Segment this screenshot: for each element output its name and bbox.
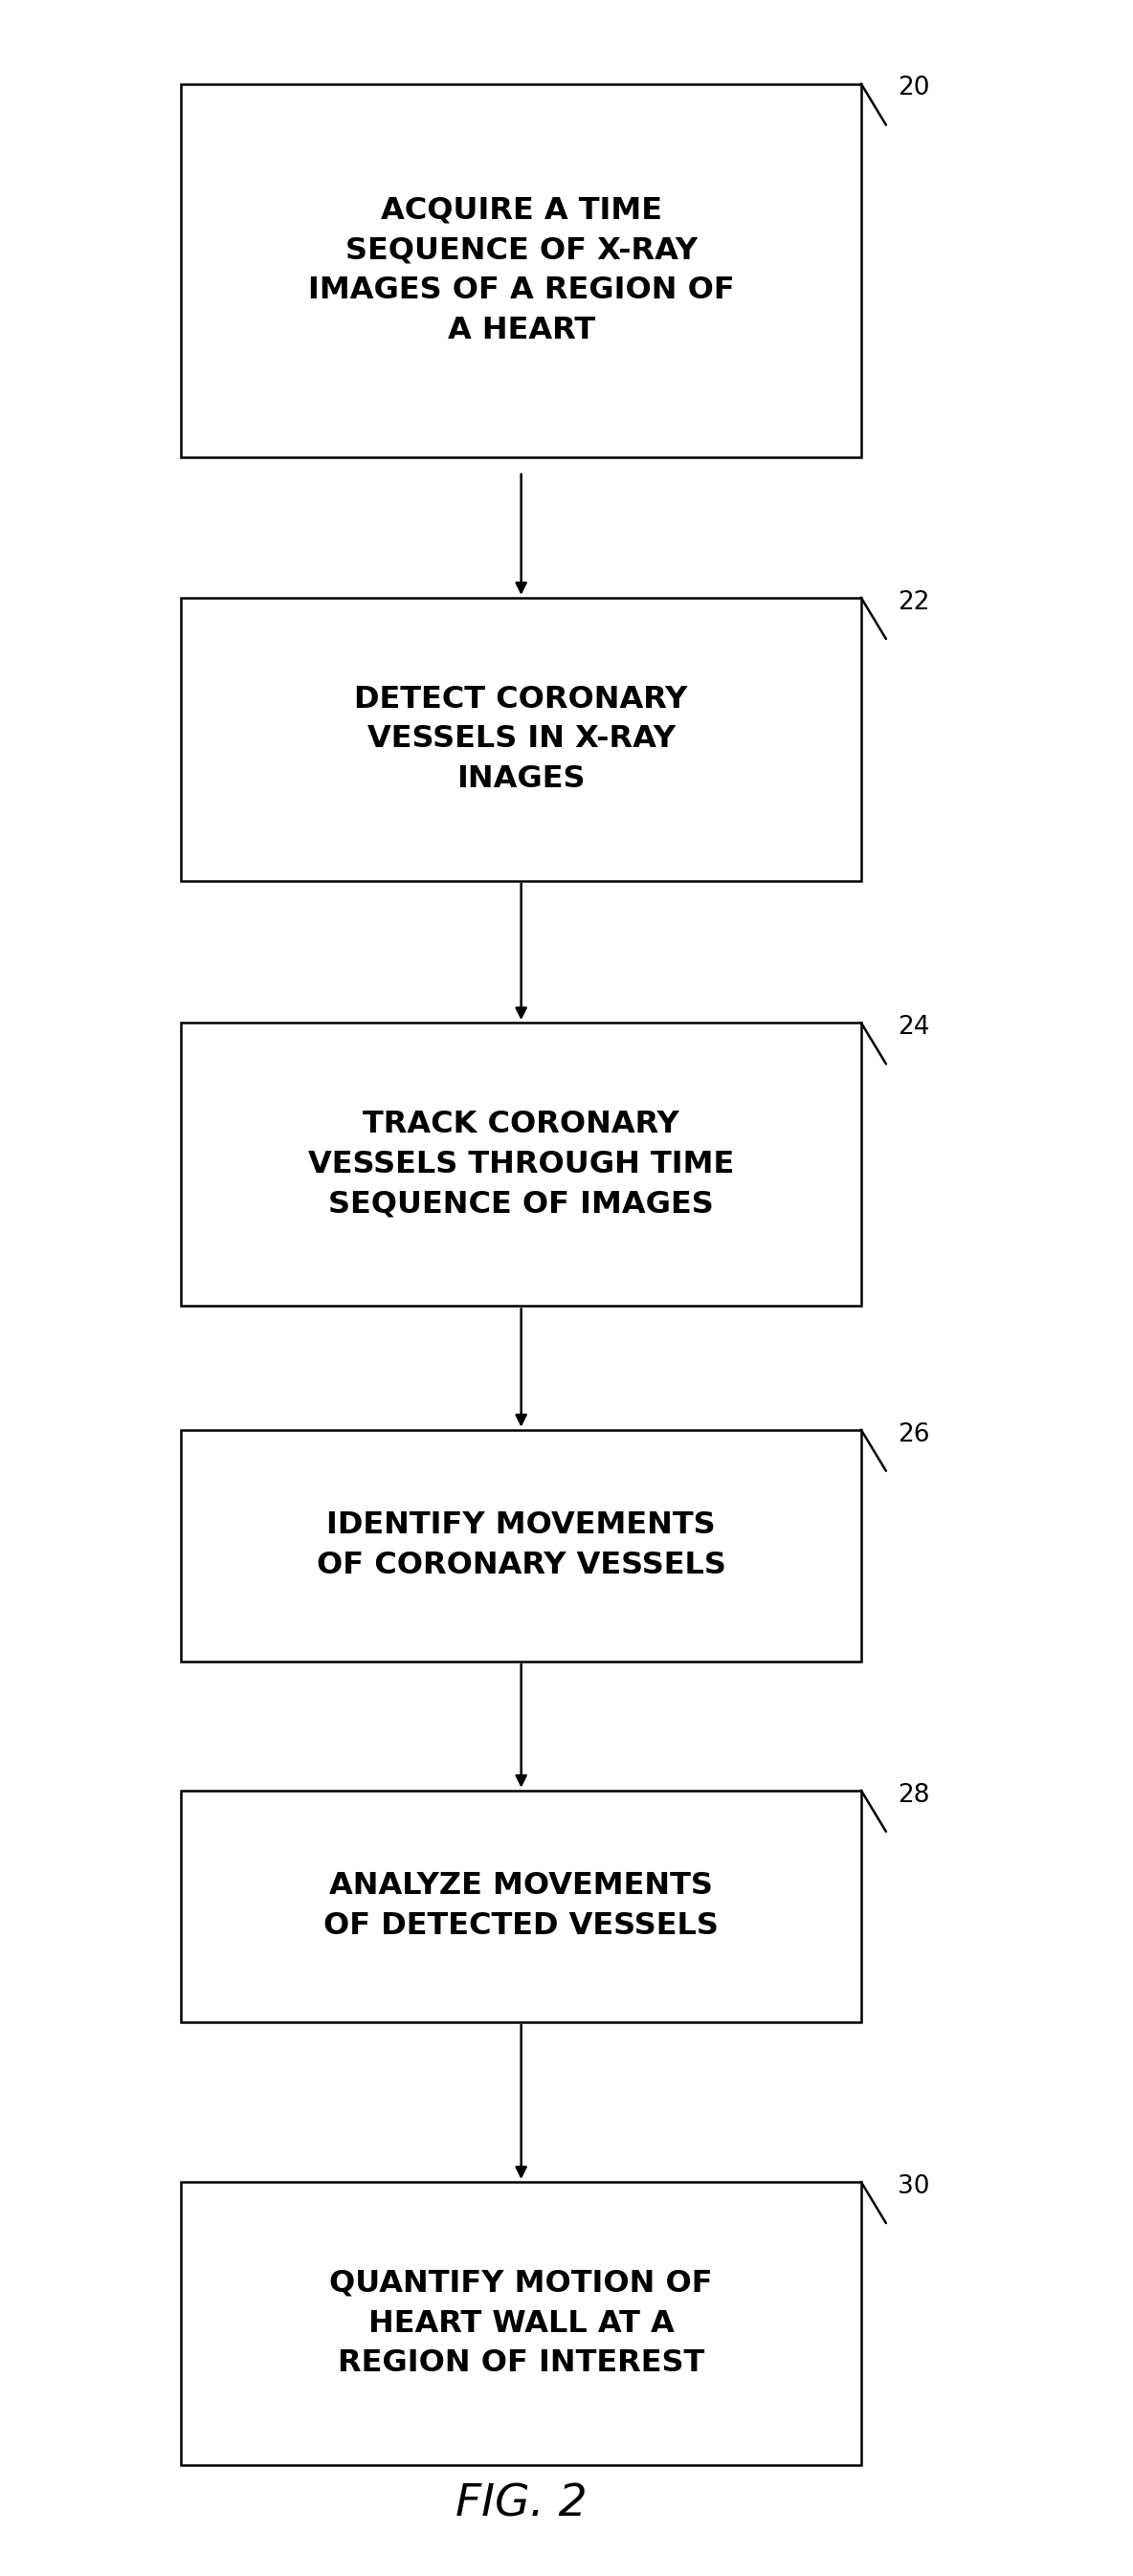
Text: ACQUIRE A TIME
SEQUENCE OF X-RAY
IMAGES OF A REGION OF
A HEART: ACQUIRE A TIME SEQUENCE OF X-RAY IMAGES … (308, 196, 734, 345)
Text: ANALYZE MOVEMENTS
OF DETECTED VESSELS: ANALYZE MOVEMENTS OF DETECTED VESSELS (324, 1870, 718, 1942)
Bar (181, 2182, 861, 2465)
Text: TRACK CORONARY
VESSELS THROUGH TIME
SEQUENCE OF IMAGES: TRACK CORONARY VESSELS THROUGH TIME SEQU… (308, 1110, 734, 1218)
Text: 26: 26 (897, 1422, 929, 1448)
Text: 20: 20 (897, 75, 929, 100)
Text: DETECT CORONARY
VESSELS IN X-RAY
INAGES: DETECT CORONARY VESSELS IN X-RAY INAGES (355, 685, 688, 793)
Text: IDENTIFY MOVEMENTS
OF CORONARY VESSELS: IDENTIFY MOVEMENTS OF CORONARY VESSELS (316, 1510, 726, 1582)
Text: 24: 24 (897, 1015, 929, 1041)
Bar (181, 1790, 861, 2022)
Bar (181, 1430, 861, 1662)
Bar (181, 85, 861, 459)
Text: 28: 28 (897, 1783, 929, 1808)
Bar (181, 1023, 861, 1306)
Text: 22: 22 (897, 590, 929, 616)
Bar (181, 598, 861, 881)
Text: QUANTIFY MOTION OF
HEART WALL AT A
REGION OF INTEREST: QUANTIFY MOTION OF HEART WALL AT A REGIO… (330, 2269, 713, 2378)
Text: 30: 30 (897, 2174, 929, 2200)
Text: FIG. 2: FIG. 2 (455, 2483, 587, 2524)
